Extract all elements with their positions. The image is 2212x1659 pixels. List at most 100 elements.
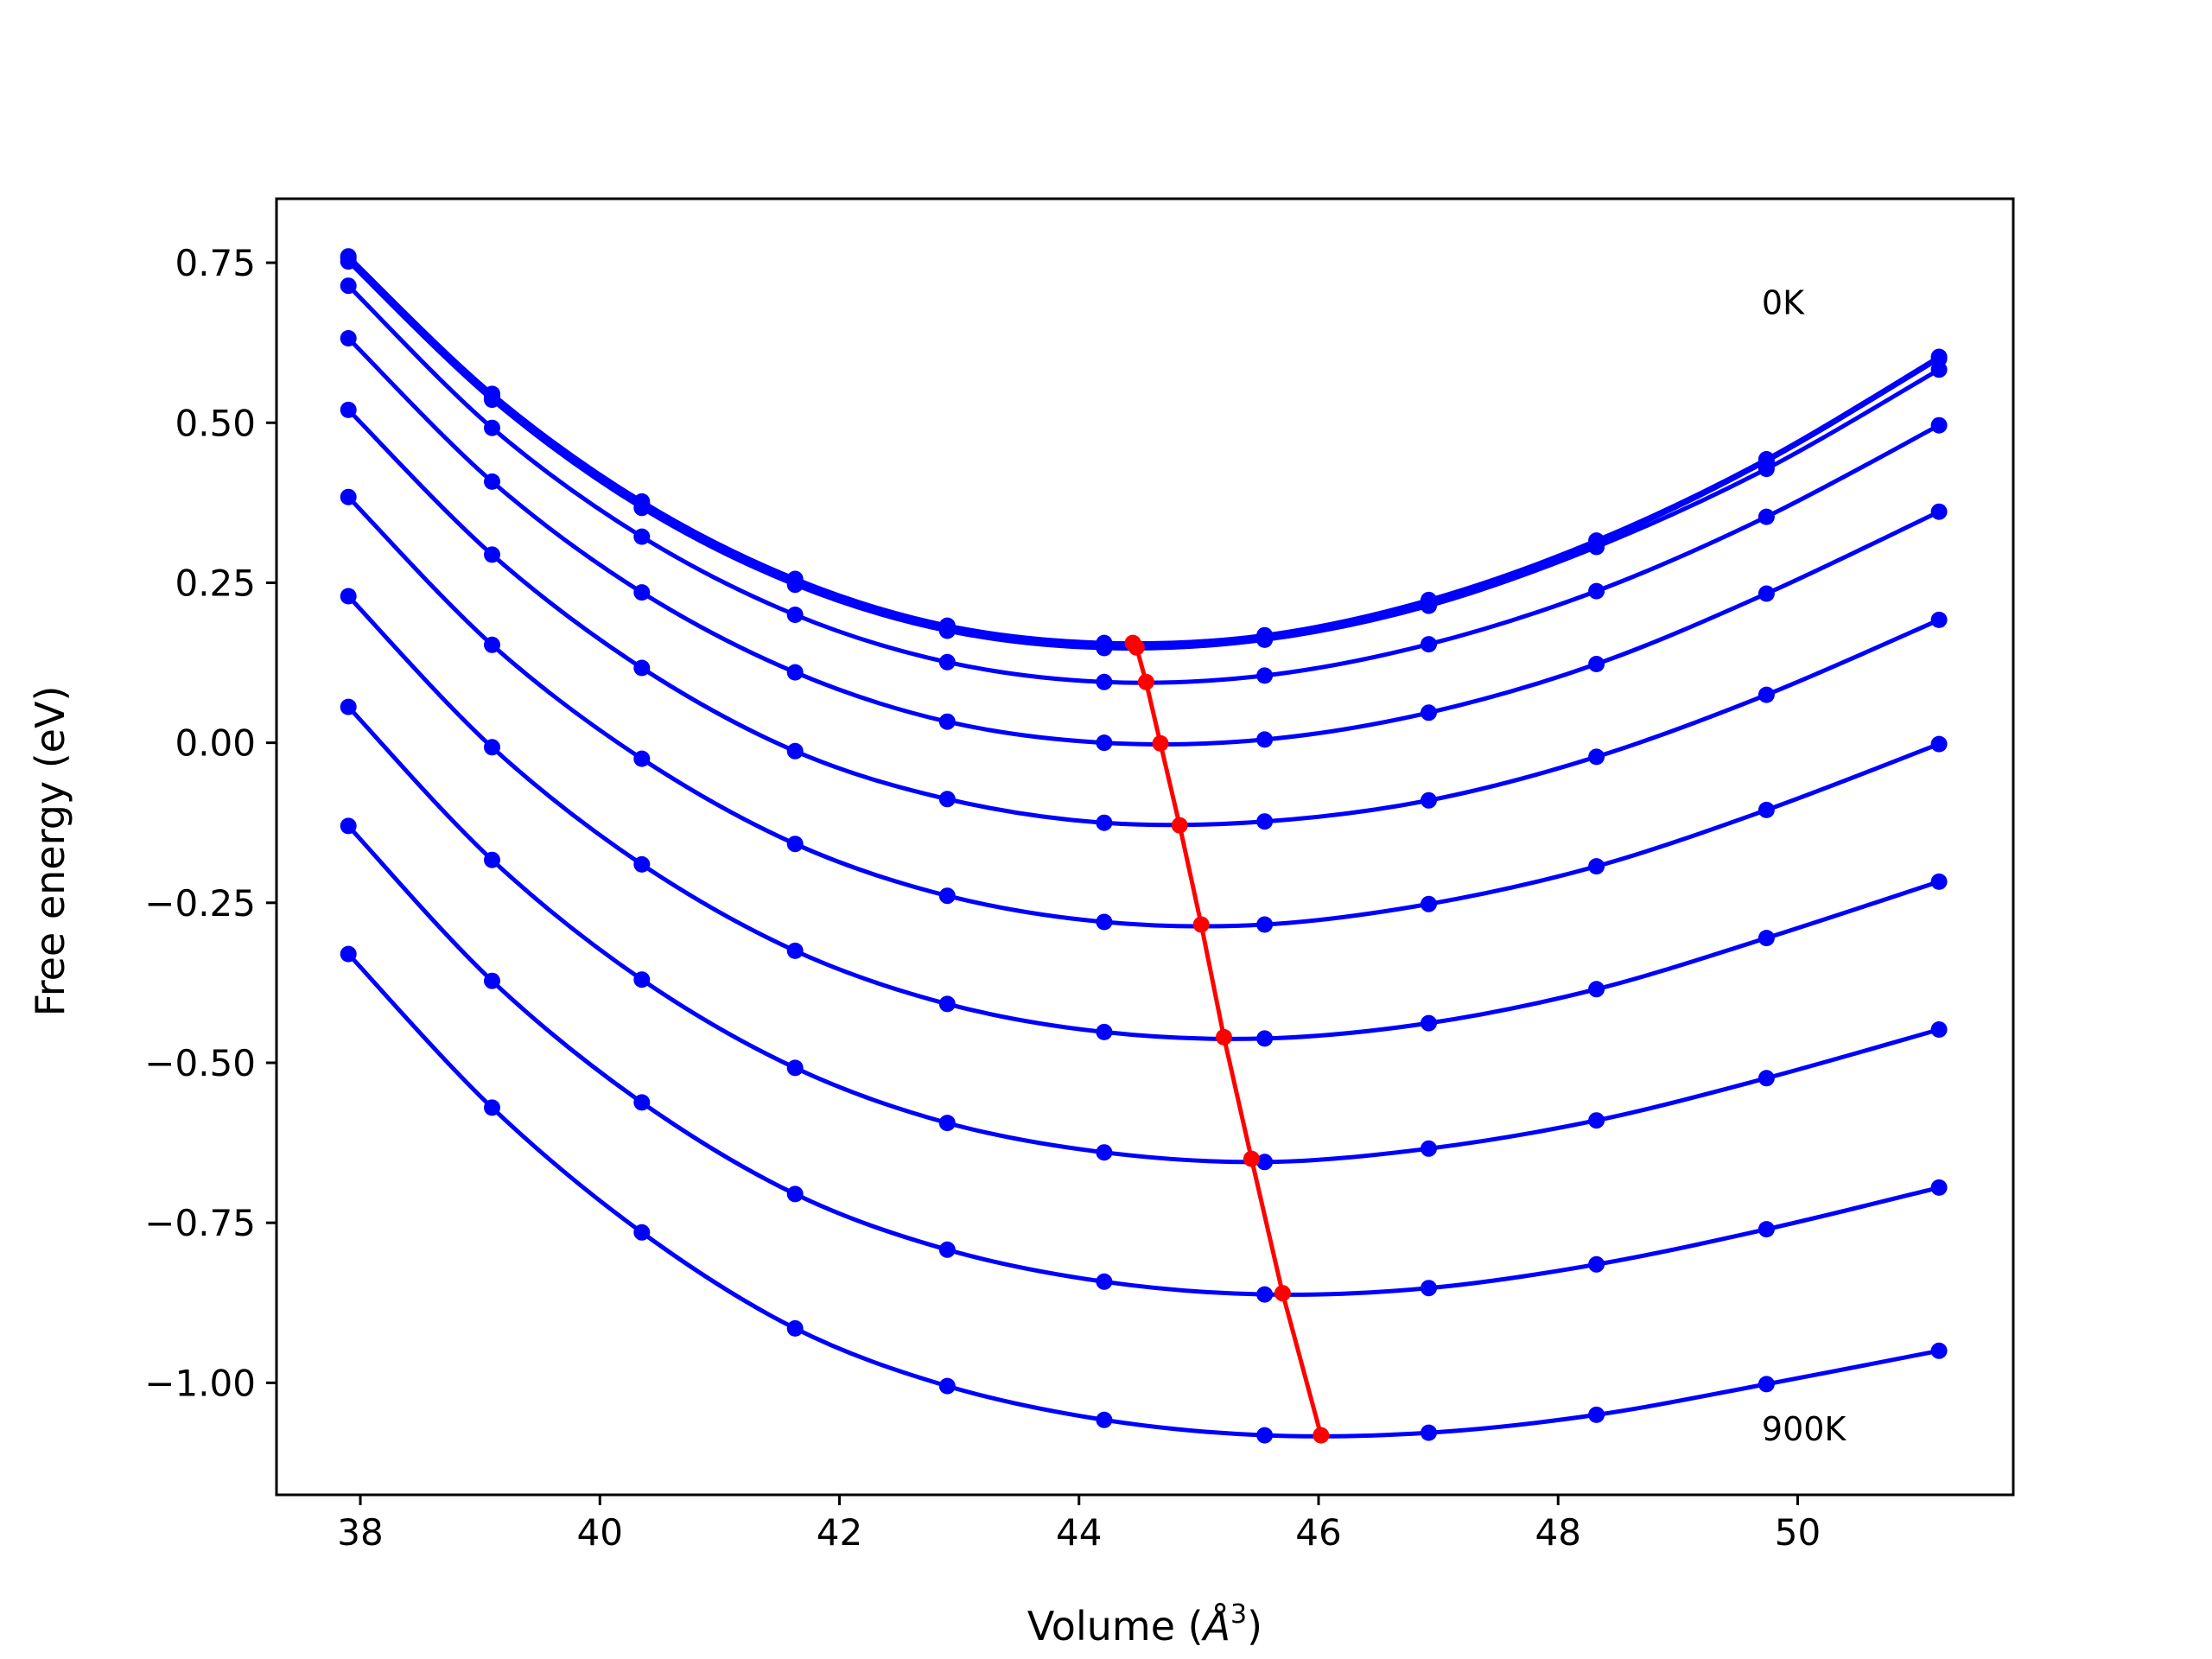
curve-point-8-7 [1421, 1140, 1437, 1157]
curve-point-7-4 [938, 995, 956, 1013]
curve-point-2-1 [484, 391, 500, 409]
x-axis-label-exponent: 3 [1230, 1599, 1247, 1630]
y-axis-label: Free energy (eV) [27, 686, 73, 1017]
y-tick-label-7: −1.00 [144, 1362, 256, 1404]
annotation-0k: 0K [1762, 283, 1805, 321]
curve-series-6 [340, 488, 1948, 933]
curve-point-5-8 [1588, 748, 1605, 766]
x-tick-label-3: 44 [1056, 1511, 1102, 1554]
curve-point-6-4 [938, 887, 956, 905]
curve-point-8-6 [1256, 1154, 1274, 1171]
minima-point-1 [1128, 639, 1145, 656]
curve-point-3-7 [1421, 636, 1437, 653]
curve-point-7-2 [633, 855, 651, 873]
curve-point-2-10 [1930, 361, 1948, 378]
y-tick-label-4: −0.25 [144, 882, 256, 925]
curve-point-3-8 [1588, 582, 1605, 600]
curve-series-5 [340, 401, 1948, 831]
curve-point-8-5 [1096, 1144, 1113, 1161]
curve-point-10-3 [786, 1319, 804, 1337]
curve-point-5-10 [1930, 611, 1948, 628]
curve-point-3-1 [484, 419, 500, 436]
curve-point-10-7 [1421, 1424, 1437, 1441]
curve-point-4-9 [1758, 585, 1775, 602]
curve-point-9-8 [1588, 1255, 1605, 1273]
curve-point-6-8 [1588, 858, 1605, 875]
curve-series-9 [340, 817, 1948, 1303]
y-tick-label-1: 0.50 [175, 402, 256, 444]
curve-point-6-1 [484, 636, 500, 653]
y-tick-label-6: −0.75 [144, 1202, 256, 1244]
curve-point-2-0 [340, 253, 357, 270]
curve-point-6-7 [1421, 895, 1437, 912]
x-tick-label-5: 48 [1535, 1511, 1581, 1554]
curve-point-2-9 [1758, 461, 1775, 478]
curves-layer [340, 248, 1948, 1444]
x-tick-label-0: 38 [337, 1511, 383, 1554]
curve-point-5-3 [786, 742, 804, 760]
y-tick-label-5: −0.50 [144, 1042, 256, 1084]
curve-point-8-3 [786, 1059, 804, 1077]
x-axis-label-symbol: Å [1201, 1603, 1230, 1649]
curve-point-7-7 [1421, 1014, 1437, 1032]
x-axis-ticks: 38 40 42 44 46 48 50 [337, 1495, 1821, 1554]
curve-point-9-2 [633, 1094, 651, 1111]
curve-point-2-8 [1588, 538, 1605, 556]
curve-point-10-6 [1256, 1427, 1274, 1444]
curve-point-6-10 [1930, 735, 1948, 753]
curve-point-7-3 [786, 942, 804, 959]
curve-point-9-0 [340, 817, 357, 835]
curve-point-3-3 [786, 607, 804, 623]
minima-point-8 [1274, 1285, 1291, 1302]
curve-point-9-10 [1930, 1179, 1948, 1196]
curve-point-5-0 [340, 401, 357, 418]
curve-point-2-2 [633, 499, 651, 517]
curve-point-7-9 [1758, 930, 1775, 947]
curve-point-10-8 [1588, 1406, 1605, 1423]
x-axis-label-close: ) [1247, 1603, 1262, 1649]
plot-area-frame [275, 197, 2015, 1497]
curve-point-4-1 [484, 473, 500, 490]
minima-point-9 [1313, 1427, 1330, 1444]
curve-point-7-0 [340, 588, 357, 605]
curve-series-2 [340, 253, 1948, 657]
curve-point-10-1 [484, 1099, 500, 1116]
curve-point-7-8 [1588, 981, 1605, 998]
curve-point-3-2 [633, 528, 651, 545]
curve-point-5-9 [1758, 686, 1775, 703]
curve-point-8-4 [938, 1115, 956, 1132]
curve-point-7-5 [1096, 1023, 1113, 1040]
curve-point-5-2 [633, 659, 651, 677]
x-tick-label-6: 50 [1775, 1511, 1821, 1554]
curve-point-10-5 [1096, 1411, 1113, 1428]
x-tick-label-4: 46 [1295, 1511, 1341, 1554]
x-tick-label-2: 42 [817, 1511, 862, 1554]
curve-point-6-9 [1758, 801, 1775, 818]
curve-point-4-0 [340, 330, 357, 346]
curve-point-4-8 [1588, 656, 1605, 672]
curve-point-6-5 [1096, 913, 1113, 931]
curve-point-4-2 [633, 584, 651, 601]
curve-point-3-5 [1096, 673, 1113, 690]
curve-point-9-5 [1096, 1273, 1113, 1290]
curve-point-5-7 [1421, 791, 1437, 809]
y-axis-ticks: 0.75 0.50 0.25 0.00 −0.25 −0.50 −0.75 −1.00 [144, 242, 276, 1404]
curve-point-6-3 [786, 836, 804, 853]
curve-series-3 [340, 277, 1948, 690]
curve-point-2-3 [786, 576, 804, 594]
curve-point-8-9 [1758, 1070, 1775, 1087]
curve-point-9-4 [938, 1241, 956, 1258]
annotation-900k: 900K [1762, 1410, 1847, 1448]
curve-point-9-9 [1758, 1221, 1775, 1238]
curve-point-6-6 [1256, 916, 1274, 933]
curve-point-4-3 [786, 664, 804, 681]
curve-point-4-6 [1256, 731, 1274, 748]
curve-point-4-4 [938, 713, 956, 730]
curve-point-4-10 [1930, 503, 1948, 520]
curve-point-7-6 [1256, 1030, 1274, 1047]
curve-point-10-4 [938, 1377, 956, 1395]
curve-series-7 [340, 588, 1948, 1047]
curve-series-10 [340, 945, 1948, 1444]
x-axis-label-text: Volume ( [1027, 1603, 1204, 1649]
